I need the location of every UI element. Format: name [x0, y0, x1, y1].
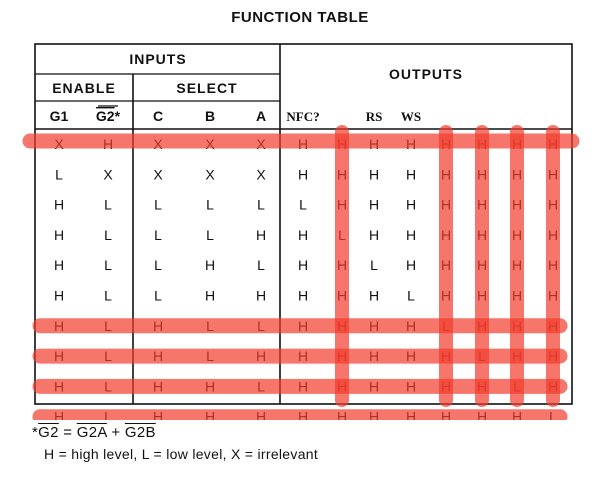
cell-r3-c1: H: [54, 197, 64, 213]
footnote-lhs: G2: [38, 424, 59, 441]
cell-r5-c8: L: [370, 257, 378, 273]
cell-r3-c3: L: [154, 197, 162, 213]
select-header: SELECT: [176, 80, 237, 96]
cell-r5-c2: L: [104, 257, 112, 273]
cell-r6-c4: H: [205, 288, 215, 304]
cell-r5-c1: H: [54, 257, 64, 273]
cell-r6-c1: H: [54, 288, 64, 304]
cell-r4-c6: H: [298, 227, 308, 243]
column-header-1: G1: [50, 108, 69, 124]
column-header-9: WS: [401, 109, 421, 124]
column-header-4: B: [205, 108, 215, 124]
cell-r3-c8: H: [369, 197, 379, 213]
cell-r5-c3: L: [154, 257, 162, 273]
footnote-legend: H = high level, L = low level, X = irrel…: [44, 446, 319, 462]
table-border: [34, 43, 573, 405]
footnote-star: *: [32, 424, 39, 441]
cell-r3-c6: L: [299, 197, 307, 213]
footnote-term2: G2B: [124, 424, 156, 441]
footnote-plus: +: [106, 424, 125, 441]
enable-header: ENABLE: [52, 80, 116, 96]
cell-r3-c9: H: [406, 197, 416, 213]
cell-r5-c6: H: [298, 257, 308, 273]
cell-r3-c4: L: [206, 197, 214, 213]
cell-r5-c5: L: [257, 257, 265, 273]
page-title: FUNCTION TABLE: [231, 9, 369, 26]
cell-r4-c8: H: [369, 227, 379, 243]
cell-r6-c8: H: [369, 288, 379, 304]
outputs-header: OUTPUTS: [389, 66, 463, 82]
cell-r2-c4: X: [205, 166, 215, 182]
cell-r6-c6: H: [298, 288, 308, 304]
cell-r2-c1: L: [55, 166, 63, 182]
cell-r2-c8: H: [369, 166, 379, 182]
column-header-8: RS: [366, 109, 383, 124]
cell-r2-c6: H: [298, 166, 308, 182]
cell-r2-c3: X: [153, 166, 163, 182]
cell-r2-c5: X: [256, 166, 266, 182]
cell-r4-c3: L: [154, 227, 162, 243]
column-header-5: A: [256, 108, 266, 124]
cell-r5-c9: H: [406, 257, 416, 273]
cell-r5-c4: H: [205, 257, 215, 273]
cell-r2-c2: X: [103, 166, 113, 182]
inputs-header: INPUTS: [129, 51, 186, 67]
column-header-2: G2*: [96, 108, 121, 124]
cell-r3-c2: L: [104, 197, 112, 213]
footnote-equation: *G2 = G2A + G2B: [32, 424, 156, 441]
cell-r4-c2: L: [104, 227, 112, 243]
cell-r4-c5: H: [256, 227, 266, 243]
cell-r2-c9: H: [406, 166, 416, 182]
cell-r6-c5: H: [256, 288, 266, 304]
cell-r6-c2: L: [104, 288, 112, 304]
footnote-term1: G2A: [76, 424, 107, 441]
function-table: INPUTS OUTPUTS ENABLE SELECT G1 G2* C B A NFC? RS W…: [22, 43, 580, 420]
cell-r4-c1: H: [54, 227, 64, 243]
cell-r4-c9: H: [406, 227, 416, 243]
cell-r6-c3: L: [154, 288, 162, 304]
column-header-3: C: [153, 108, 163, 124]
column-header-6: NFC?: [286, 109, 319, 124]
cell-r3-c5: L: [257, 197, 265, 213]
cell-r6-c9: L: [407, 288, 415, 304]
footnote-eq: =: [58, 424, 77, 441]
cell-r4-c4: L: [206, 227, 214, 243]
